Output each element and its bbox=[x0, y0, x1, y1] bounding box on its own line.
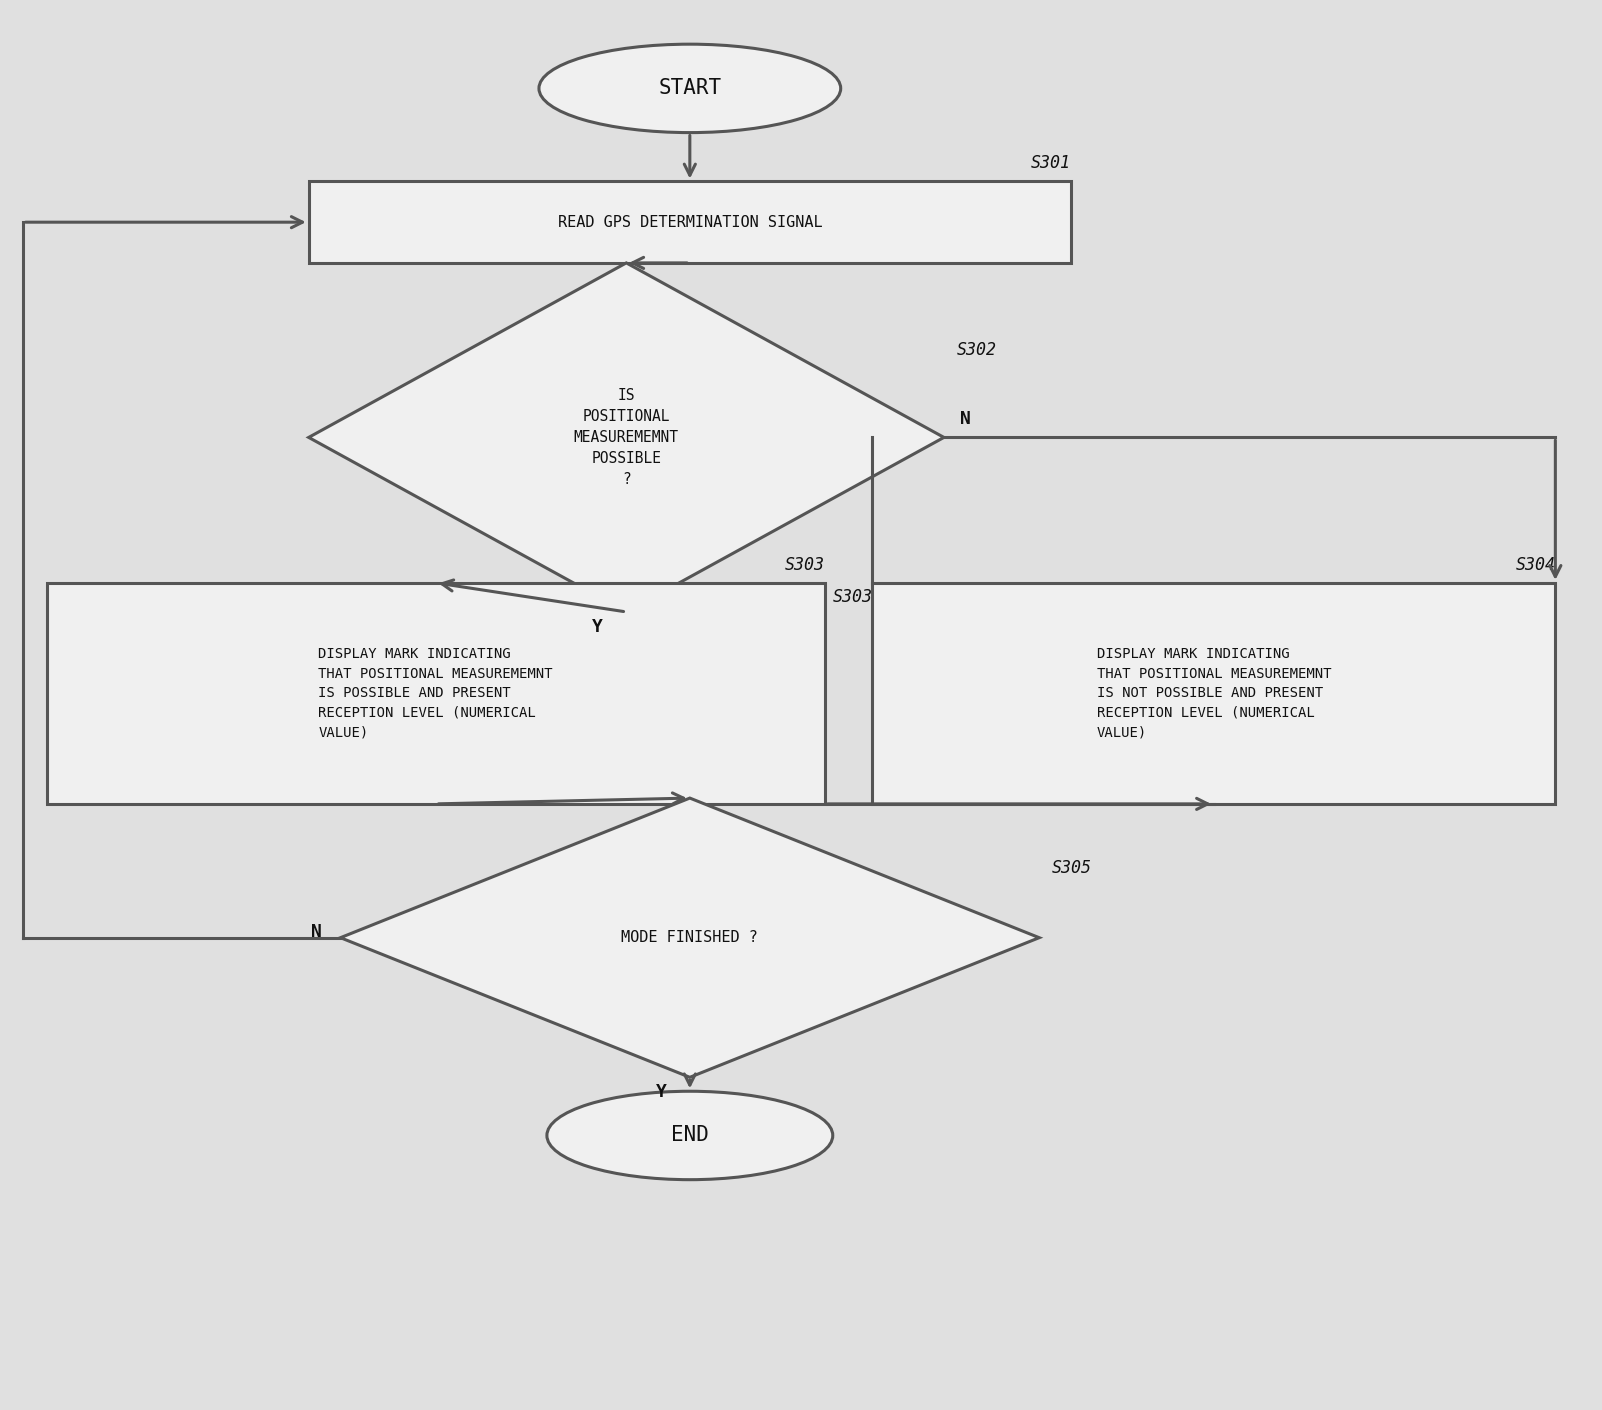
Polygon shape bbox=[309, 262, 944, 612]
Text: READ GPS DETERMINATION SIGNAL: READ GPS DETERMINATION SIGNAL bbox=[557, 214, 822, 230]
Text: S305: S305 bbox=[1053, 859, 1093, 877]
FancyBboxPatch shape bbox=[309, 182, 1072, 262]
Text: S301: S301 bbox=[1032, 154, 1072, 172]
Text: Y: Y bbox=[655, 1083, 666, 1101]
Text: Y: Y bbox=[593, 618, 604, 636]
Text: END: END bbox=[671, 1125, 708, 1145]
Text: S302: S302 bbox=[956, 341, 996, 360]
Text: MODE FINISHED ?: MODE FINISHED ? bbox=[622, 931, 758, 945]
Text: S304: S304 bbox=[1515, 556, 1556, 574]
Text: DISPLAY MARK INDICATING
THAT POSITIONAL MEASUREMEMNT
IS NOT POSSIBLE AND PRESENT: DISPLAY MARK INDICATING THAT POSITIONAL … bbox=[1097, 647, 1331, 739]
Text: N: N bbox=[311, 924, 322, 940]
Polygon shape bbox=[341, 798, 1040, 1077]
Text: DISPLAY MARK INDICATING
THAT POSITIONAL MEASUREMEMNT
IS POSSIBLE AND PRESENT
REC: DISPLAY MARK INDICATING THAT POSITIONAL … bbox=[319, 647, 553, 739]
Text: S303: S303 bbox=[785, 556, 825, 574]
FancyBboxPatch shape bbox=[46, 582, 825, 804]
Text: IS
POSITIONAL
MEASUREMEMNT
POSSIBLE
?: IS POSITIONAL MEASUREMEMNT POSSIBLE ? bbox=[574, 388, 679, 486]
Text: N: N bbox=[960, 410, 971, 429]
FancyBboxPatch shape bbox=[873, 582, 1556, 804]
Text: START: START bbox=[658, 79, 721, 99]
Text: S303: S303 bbox=[833, 588, 873, 606]
Ellipse shape bbox=[538, 44, 841, 133]
Ellipse shape bbox=[546, 1091, 833, 1180]
